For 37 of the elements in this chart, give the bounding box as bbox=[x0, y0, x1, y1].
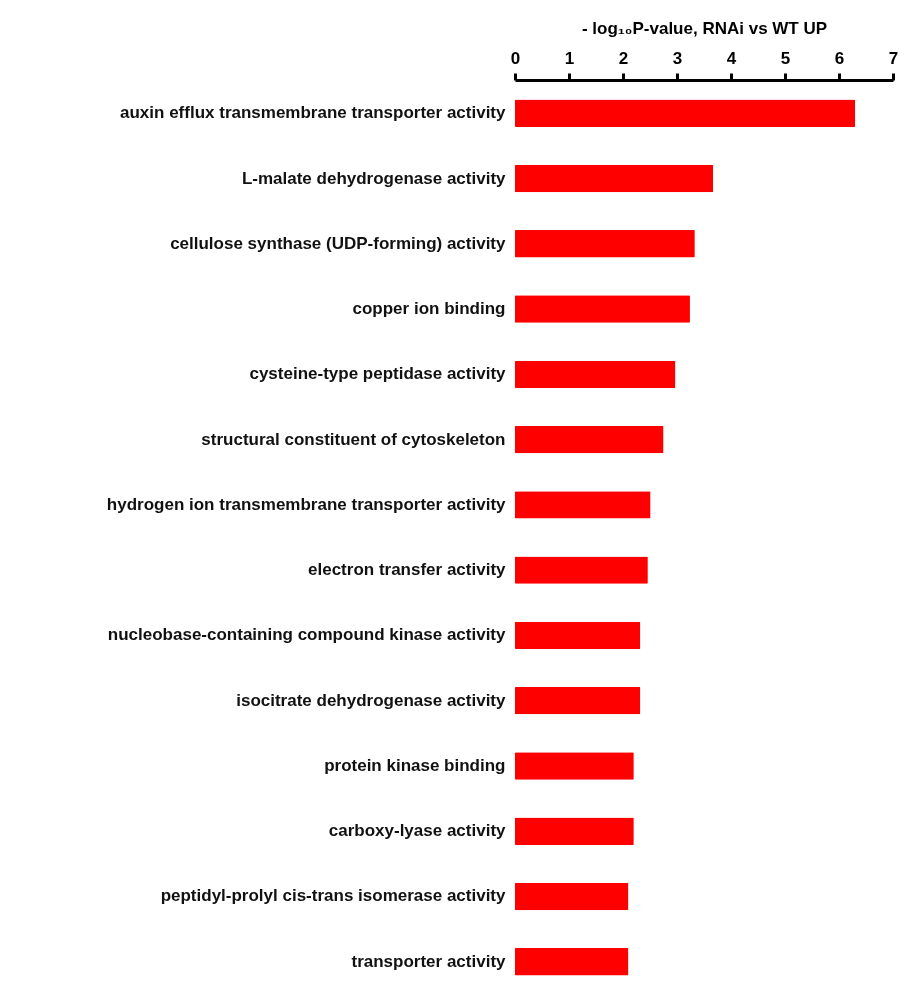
y-tick-label: L-malate dehydrogenase activity bbox=[241, 168, 507, 188]
y-tick-label: nucleobase-containing compound kinase activity bbox=[107, 625, 507, 645]
bar bbox=[515, 425, 664, 454]
bar bbox=[515, 686, 641, 715]
y-tick-label: carboxy-lyase activity bbox=[328, 821, 507, 841]
bar bbox=[515, 621, 641, 650]
x-tick-label: 6 bbox=[834, 48, 845, 68]
y-tick-label: protein kinase binding bbox=[324, 755, 506, 775]
y-tick-label: transporter activity bbox=[351, 951, 507, 971]
bar bbox=[515, 752, 634, 780]
bar bbox=[515, 230, 695, 258]
bar bbox=[515, 99, 856, 127]
x-tick-label: 5 bbox=[780, 48, 791, 68]
y-tick-label: isocitrate dehydrogenase activity bbox=[236, 690, 507, 710]
x-tick-label: 4 bbox=[726, 48, 737, 68]
bar bbox=[515, 164, 714, 193]
y-tick-label: electron transfer activity bbox=[308, 560, 507, 580]
x-tick-label: 0 bbox=[510, 48, 521, 68]
x-tick-label: 2 bbox=[618, 48, 629, 68]
y-tick-label: cellulose synthase (UDP-forming) activity bbox=[170, 233, 507, 253]
y-tick-label: auxin efflux transmembrane transporter activity bbox=[120, 103, 507, 123]
x-tick-label: 1 bbox=[564, 48, 575, 68]
x-tick-label: 7 bbox=[888, 48, 899, 68]
x-axis-title: - log₁₀P-value, RNAi vs WT UP bbox=[581, 18, 828, 38]
bar bbox=[515, 360, 676, 389]
bar bbox=[515, 295, 690, 323]
y-tick-label: structural constituent of cytoskeleton bbox=[201, 429, 506, 449]
bar bbox=[515, 817, 634, 845]
bar bbox=[515, 882, 629, 911]
y-tick-label: cysteine-type peptidase activity bbox=[249, 364, 507, 384]
y-tick-label: copper ion binding bbox=[352, 299, 506, 319]
bar bbox=[515, 556, 648, 584]
x-tick-label: 3 bbox=[672, 48, 683, 68]
bar bbox=[515, 948, 629, 976]
y-tick-label: peptidyl-prolyl cis-trans isomerase activity bbox=[160, 886, 507, 906]
y-tick-label: hydrogen ion transmembrane transporter activity bbox=[106, 494, 507, 514]
bar bbox=[515, 491, 651, 519]
